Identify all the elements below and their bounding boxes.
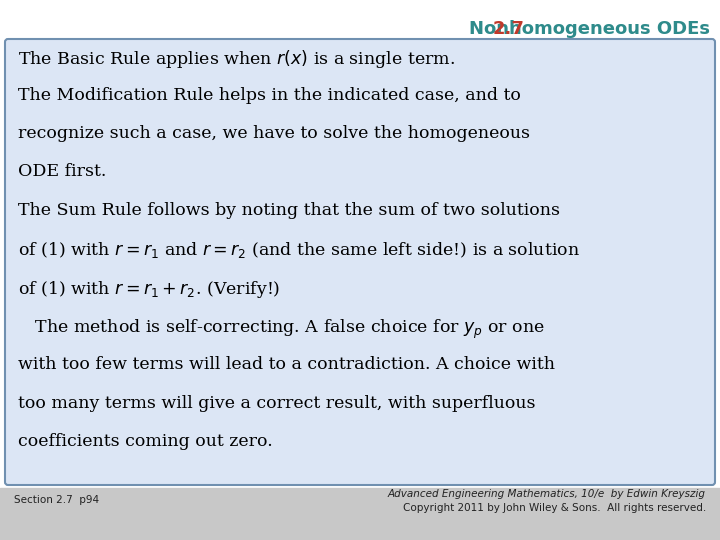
- Text: with too few terms will lead to a contradiction. A choice with: with too few terms will lead to a contra…: [18, 356, 555, 373]
- Text: Nonhomogeneous ODEs: Nonhomogeneous ODEs: [469, 20, 710, 38]
- Text: of (1) with $r = r_1$ and $r = r_2$ (and the same left side!) is a solution: of (1) with $r = r_1$ and $r = r_2$ (and…: [18, 240, 580, 260]
- FancyBboxPatch shape: [5, 39, 715, 485]
- Text: 2.7: 2.7: [492, 20, 524, 38]
- Text: The method is self-correcting. A false choice for $y_p$ or one: The method is self-correcting. A false c…: [18, 318, 544, 341]
- Text: Advanced Engineering Mathematics, 10/e  by Edwin Kreyszig: Advanced Engineering Mathematics, 10/e b…: [388, 489, 706, 499]
- Text: The Basic Rule applies when $r(x)$ is a single term.: The Basic Rule applies when $r(x)$ is a …: [18, 48, 455, 70]
- Text: Section 2.7  p94: Section 2.7 p94: [14, 495, 99, 505]
- Text: too many terms will give a correct result, with superfluous: too many terms will give a correct resul…: [18, 395, 536, 411]
- Text: The Modification Rule helps in the indicated case, and to: The Modification Rule helps in the indic…: [18, 86, 521, 104]
- Text: of (1) with $r = r_1 + r_2$. (Verify!): of (1) with $r = r_1 + r_2$. (Verify!): [18, 279, 280, 300]
- Bar: [0, 488, 720, 540]
- Text: Copyright 2011 by John Wiley & Sons.  All rights reserved.: Copyright 2011 by John Wiley & Sons. All…: [402, 503, 706, 513]
- Text: ODE first.: ODE first.: [18, 164, 107, 180]
- Text: The Sum Rule follows by noting that the sum of two solutions: The Sum Rule follows by noting that the …: [18, 202, 560, 219]
- Text: coefficients coming out zero.: coefficients coming out zero.: [18, 433, 273, 450]
- Text: recognize such a case, we have to solve the homogeneous: recognize such a case, we have to solve …: [18, 125, 530, 142]
